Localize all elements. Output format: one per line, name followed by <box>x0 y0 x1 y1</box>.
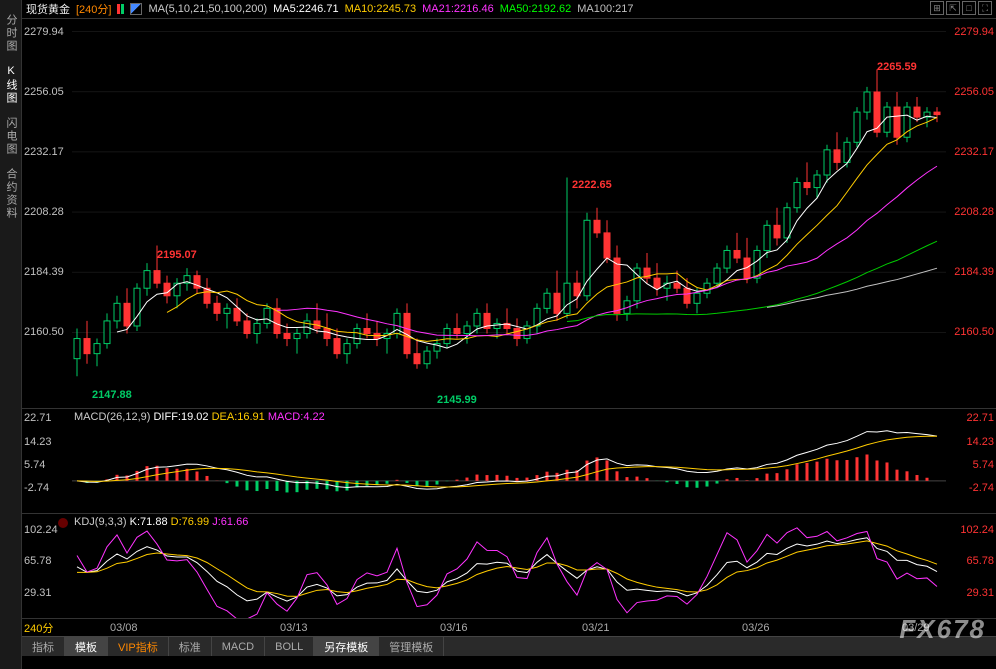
layout-icon[interactable]: ⊞ <box>930 1 944 15</box>
macd-ytick-right: 14.23 <box>966 436 994 448</box>
date-axis: 240分 03/0803/1303/1603/2103/2603/29 <box>22 618 996 636</box>
date-tick: 03/08 <box>110 622 138 634</box>
y-tick-right: 2208.28 <box>954 206 994 218</box>
date-tick: 03/21 <box>582 622 610 634</box>
bottom-tab[interactable]: 标准 <box>169 637 212 656</box>
ma100-label: MA100:217 <box>577 3 633 15</box>
fullscreen-icon[interactable]: ⛶ <box>978 1 992 15</box>
bottom-tab[interactable]: 另存模板 <box>314 637 379 656</box>
price-annotation: 2222.65 <box>572 179 612 191</box>
kdj-ytick-left: 102.24 <box>24 524 58 536</box>
left-sidebar: 分时图 K线图 闪电图 合约资料 <box>0 0 22 669</box>
bottom-tab[interactable]: 管理模板 <box>379 637 444 656</box>
kdj-panel[interactable]: KDJ(9,3,3) K:71.88 D:76.99 J:61.66 102.2… <box>22 513 996 618</box>
y-tick-left: 2279.94 <box>24 26 64 38</box>
bottom-tab[interactable]: 指标 <box>22 637 65 656</box>
candlestick-chart <box>22 19 996 409</box>
date-tick: 03/16 <box>440 622 468 634</box>
y-tick-left: 2232.17 <box>24 146 64 158</box>
kdj-ytick-right: 65.78 <box>966 555 994 567</box>
price-annotation: 2265.59 <box>877 61 917 73</box>
macd-ytick-left: 22.71 <box>24 412 52 424</box>
instrument-title: 现货黄金 <box>26 1 70 17</box>
bottom-tab[interactable]: MACD <box>212 637 265 656</box>
kdj-ytick-left: 65.78 <box>24 555 52 567</box>
y-tick-left: 2208.28 <box>24 206 64 218</box>
kdj-chart <box>22 514 996 619</box>
y-tick-right: 2279.94 <box>954 26 994 38</box>
ma21-label: MA21:2216.46 <box>422 3 494 15</box>
y-tick-right: 2184.39 <box>954 266 994 278</box>
price-annotation: 2195.07 <box>157 249 197 261</box>
y-tick-left: 2160.50 <box>24 326 64 338</box>
ma5-label: MA5:2246.71 <box>273 3 338 15</box>
kdj-ytick-right: 102.24 <box>960 524 994 536</box>
macd-ytick-right: -2.74 <box>969 482 994 494</box>
date-tick: 03/26 <box>742 622 770 634</box>
macd-ytick-right: 5.74 <box>973 459 994 471</box>
window-icon[interactable]: □ <box>962 1 976 15</box>
macd-ytick-left: -2.74 <box>24 482 49 494</box>
bottom-tab[interactable]: 模板 <box>65 637 108 656</box>
price-annotation: 2147.88 <box>92 389 132 401</box>
sidebar-item-contract[interactable]: 合约资料 <box>0 162 21 226</box>
price-annotation: 2145.99 <box>437 394 477 406</box>
sidebar-item-timeline[interactable]: 分时图 <box>0 8 21 59</box>
timeframe-badge: 240分 <box>24 620 53 636</box>
y-tick-left: 2184.39 <box>24 266 64 278</box>
macd-chart <box>22 409 996 514</box>
toggle-icon[interactable] <box>130 3 142 15</box>
kdj-ytick-right: 29.31 <box>966 587 994 599</box>
macd-ytick-left: 14.23 <box>24 436 52 448</box>
timeframe-label: [240分] <box>76 1 111 17</box>
sidebar-item-flash[interactable]: 闪电图 <box>0 111 21 162</box>
kdj-ytick-left: 29.31 <box>24 587 52 599</box>
bottom-tab[interactable]: VIP指标 <box>108 637 169 656</box>
y-tick-right: 2160.50 <box>954 326 994 338</box>
top-right-icons: ⊞ ⇱ □ ⛶ <box>930 1 992 15</box>
macd-panel[interactable]: MACD(26,12,9) DIFF:19.02 DEA:16.91 MACD:… <box>22 408 996 513</box>
expand-icon[interactable]: ⇱ <box>946 1 960 15</box>
ma-periods-label: MA(5,10,21,50,100,200) <box>148 3 267 15</box>
macd-ytick-left: 5.74 <box>24 459 45 471</box>
y-tick-right: 2232.17 <box>954 146 994 158</box>
indicator-dot-icon[interactable] <box>58 518 68 528</box>
ma10-label: MA10:2245.73 <box>345 3 417 15</box>
kdj-header: KDJ(9,3,3) K:71.88 D:76.99 J:61.66 <box>74 516 248 528</box>
macd-ytick-right: 22.71 <box>966 412 994 424</box>
candlestick-panel[interactable]: 2279.94 2279.94 2256.05 2256.05 2232.17 2232.… <box>22 18 996 408</box>
y-tick-right: 2256.05 <box>954 86 994 98</box>
bottom-tab[interactable]: BOLL <box>265 637 314 656</box>
chart-header: 现货黄金 [240分] MA(5,10,21,50,100,200) MA5:2… <box>22 0 996 18</box>
bottom-tab-bar: 指标模板VIP指标标准MACDBOLL另存模板管理模板 <box>22 636 996 656</box>
main-area: 现货黄金 [240分] MA(5,10,21,50,100,200) MA5:2… <box>22 0 996 669</box>
y-tick-left: 2256.05 <box>24 86 64 98</box>
chart-type-icon[interactable] <box>117 4 124 14</box>
ma50-label: MA50:2192.62 <box>500 3 572 15</box>
sidebar-item-kline[interactable]: K线图 <box>0 59 21 111</box>
date-tick: 03/13 <box>280 622 308 634</box>
watermark: FX678 <box>899 614 986 645</box>
macd-header: MACD(26,12,9) DIFF:19.02 DEA:16.91 MACD:… <box>74 411 325 423</box>
